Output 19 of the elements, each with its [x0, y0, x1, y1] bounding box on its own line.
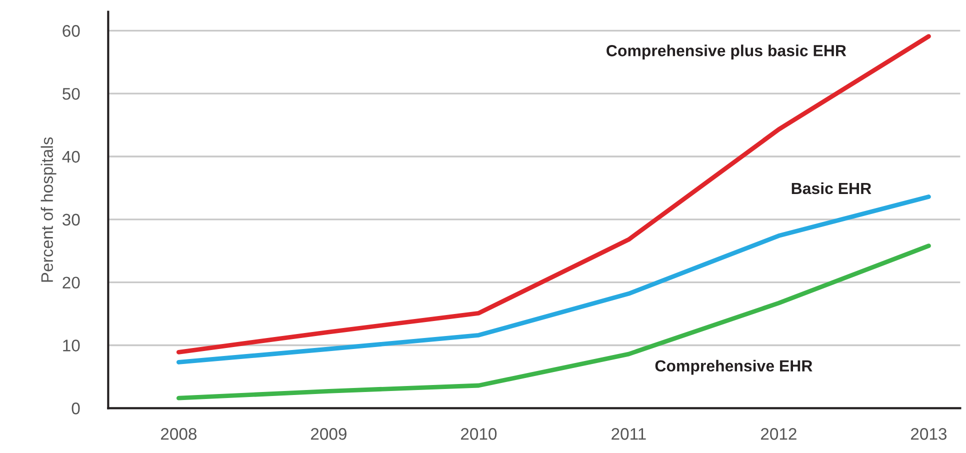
- y-tick-label: 10: [63, 340, 80, 352]
- x-tick-label: 2008: [160, 428, 197, 440]
- y-tick-label: 0: [72, 402, 80, 414]
- series-label: Comprehensive EHR: [655, 360, 812, 375]
- y-tick-label: 50: [62, 88, 80, 100]
- y-tick-label: 40: [62, 150, 80, 163]
- line-series: [176, 244, 931, 400]
- x-tick-label: 2012: [761, 428, 796, 440]
- line-series: [176, 34, 931, 354]
- x-tick-label: 2010: [461, 428, 497, 440]
- y-tick-label: 20: [62, 276, 80, 289]
- series-label: Basic EHR: [792, 182, 872, 194]
- y-tick-label: 60: [62, 25, 80, 37]
- y-axis-title: Percent of hospitals: [40, 137, 56, 282]
- series-label: Comprehensive plus basic EHR: [606, 44, 846, 60]
- x-tick-label: 2011: [612, 428, 646, 440]
- y-tick-label: 30: [62, 214, 80, 226]
- x-tick-label: 2013: [911, 428, 947, 440]
- x-tick-label: 2009: [310, 428, 346, 440]
